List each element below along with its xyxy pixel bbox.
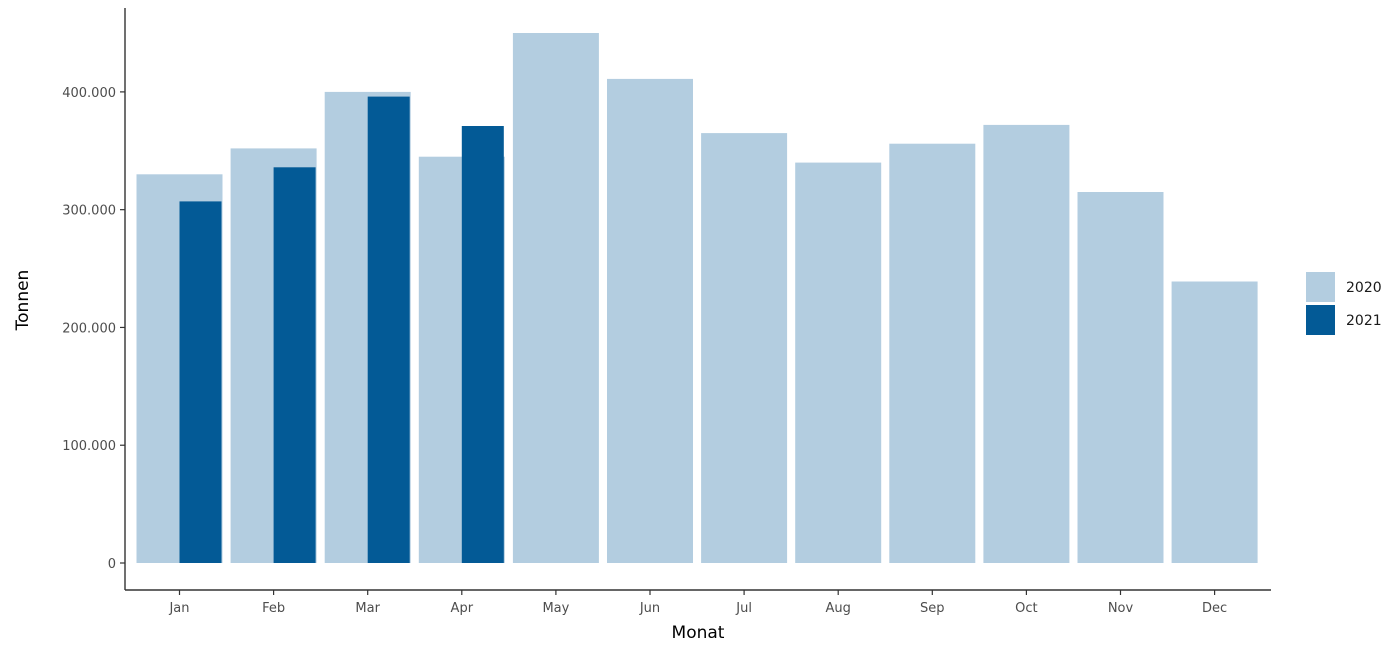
x-tick-label: Mar [355, 601, 380, 616]
bars-layer [136, 33, 1258, 564]
legend: 2020 2021 [1306, 272, 1382, 335]
y-axis-title: Tonnen [13, 270, 33, 332]
bar-2020-jun [607, 78, 693, 564]
bar-2020-aug [795, 162, 882, 563]
y-tick-label: 200.000 [62, 321, 116, 336]
x-tick-label: Jun [639, 601, 660, 616]
y-tick-label: 400.000 [62, 86, 116, 101]
x-tick-label: Apr [451, 601, 474, 616]
x-tick-label: Jul [735, 601, 752, 616]
x-tick-label: Dec [1202, 601, 1227, 616]
x-tick-label: Nov [1108, 601, 1134, 616]
bar-2020-oct [983, 124, 1070, 564]
x-tick-label: May [542, 601, 569, 616]
bar-2020-sep [889, 143, 976, 563]
bar-2021-jan [179, 201, 222, 563]
x-axis-ticks: Jan Feb Mar Apr May Jun Jul Aug Sep Oct Nov Dec [168, 590, 1227, 616]
y-axis-ticks: 0 100.000 200.000 300.000 400.000 [62, 86, 125, 572]
bar-2021-apr [461, 126, 504, 563]
bar-2021-feb [273, 167, 316, 564]
bar-2020-jul [701, 133, 788, 563]
bar-2020-nov [1077, 192, 1164, 563]
x-tick-label: Oct [1015, 601, 1037, 616]
bar-2020-dec [1171, 281, 1258, 563]
legend-label-2020: 2020 [1346, 280, 1382, 296]
legend-key-2021 [1306, 305, 1335, 335]
legend-key-2020 [1306, 272, 1335, 302]
legend-label-2021: 2021 [1346, 313, 1382, 329]
bar-2020-may [512, 33, 599, 563]
x-tick-label: Aug [826, 601, 851, 616]
x-axis-title: Monat [672, 623, 725, 643]
x-tick-label: Jan [168, 601, 189, 616]
x-tick-label: Feb [262, 601, 285, 616]
y-tick-label: 0 [108, 557, 116, 572]
y-tick-label: 100.000 [62, 439, 116, 454]
x-tick-label: Sep [920, 601, 945, 616]
bar-2021-mar [367, 96, 410, 563]
y-tick-label: 300.000 [62, 204, 116, 219]
